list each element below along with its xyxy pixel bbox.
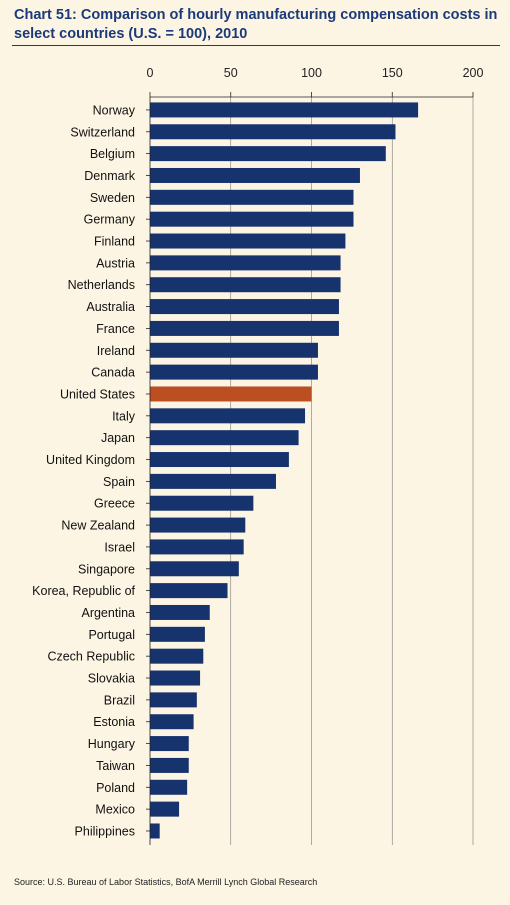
bar-spain bbox=[150, 473, 276, 489]
category-label: United Kingdom bbox=[46, 453, 135, 467]
chart-title: Chart 51: Comparison of hourly manufactu… bbox=[14, 6, 504, 44]
title-divider bbox=[12, 45, 500, 46]
x-tick-label: 50 bbox=[224, 66, 238, 80]
category-label: United States bbox=[60, 387, 135, 401]
category-label: Slovakia bbox=[88, 672, 135, 686]
category-label: New Zealand bbox=[61, 519, 135, 533]
category-label: Ireland bbox=[97, 344, 135, 358]
category-label: Belgium bbox=[90, 147, 135, 161]
bar-taiwan bbox=[150, 757, 189, 773]
category-label: Greece bbox=[94, 497, 135, 511]
bar-slovakia bbox=[150, 670, 201, 686]
bar-argentina bbox=[150, 604, 210, 620]
category-label: France bbox=[96, 322, 135, 336]
bar-netherlands bbox=[150, 277, 341, 293]
bar-greece bbox=[150, 495, 254, 511]
bar-germany bbox=[150, 211, 354, 227]
bar-mexico bbox=[150, 801, 180, 817]
bar-israel bbox=[150, 539, 244, 555]
bar-czech-republic bbox=[150, 648, 204, 664]
bar-united-states bbox=[150, 386, 312, 402]
bar-norway bbox=[150, 102, 419, 118]
category-label: Argentina bbox=[81, 606, 135, 620]
bar-united-kingdom bbox=[150, 452, 289, 468]
bar-italy bbox=[150, 408, 306, 424]
category-label: Portugal bbox=[88, 628, 135, 642]
category-label: Mexico bbox=[95, 803, 135, 817]
bar-chart: 0 50 100 150 200 Norway Switzerland Belgium Denm… bbox=[32, 66, 484, 845]
bar-ireland bbox=[150, 342, 318, 358]
x-tick-label: 150 bbox=[382, 66, 403, 80]
bar-portugal bbox=[150, 626, 205, 642]
chart-title-line-2: select countries (U.S. = 100), 2010 bbox=[14, 26, 248, 42]
category-label: Sweden bbox=[90, 191, 135, 205]
bar-hungary bbox=[150, 736, 189, 752]
source-note: Source: U.S. Bureau of Labor Statistics,… bbox=[14, 877, 318, 887]
bar-philippines bbox=[150, 823, 160, 839]
bar-estonia bbox=[150, 714, 194, 730]
category-label: Denmark bbox=[84, 169, 135, 183]
bar-austria bbox=[150, 255, 341, 271]
category-label: Czech Republic bbox=[47, 650, 135, 664]
category-label: Brazil bbox=[104, 693, 135, 707]
bar-denmark bbox=[150, 167, 360, 183]
category-label: Israel bbox=[104, 540, 135, 554]
category-label: Austria bbox=[96, 256, 135, 270]
bar-new-zealand bbox=[150, 517, 246, 533]
category-label: Germany bbox=[84, 213, 136, 227]
category-label: Korea, Republic of bbox=[32, 584, 135, 598]
chart-title-line-1: Chart 51: Comparison of hourly manufactu… bbox=[14, 7, 498, 23]
category-label: Italy bbox=[112, 409, 136, 423]
category-label: Estonia bbox=[93, 715, 135, 729]
category-label: Hungary bbox=[88, 737, 136, 751]
x-tick-label: 100 bbox=[301, 66, 322, 80]
category-label: Netherlands bbox=[68, 278, 135, 292]
category-label: Taiwan bbox=[96, 759, 135, 773]
x-tick-label: 200 bbox=[463, 66, 484, 80]
category-label: Spain bbox=[103, 475, 135, 489]
bar-korea-republic-of bbox=[150, 583, 228, 599]
category-label: Australia bbox=[86, 300, 135, 314]
bar-switzerland bbox=[150, 124, 396, 140]
x-tick-label: 0 bbox=[147, 66, 154, 80]
bar-singapore bbox=[150, 561, 239, 577]
category-label: Philippines bbox=[75, 824, 135, 838]
category-label: Japan bbox=[101, 431, 135, 445]
category-label: Switzerland bbox=[70, 125, 135, 139]
category-label: Singapore bbox=[78, 562, 135, 576]
bar-belgium bbox=[150, 146, 386, 162]
bar-brazil bbox=[150, 692, 197, 708]
bar-canada bbox=[150, 364, 318, 380]
bar-poland bbox=[150, 779, 188, 795]
bar-france bbox=[150, 320, 339, 336]
category-label: Poland bbox=[96, 781, 135, 795]
bar-sweden bbox=[150, 189, 354, 205]
bar-finland bbox=[150, 233, 346, 249]
bar-australia bbox=[150, 299, 339, 315]
category-label: Norway bbox=[93, 103, 136, 117]
bar-japan bbox=[150, 430, 299, 446]
category-label: Finland bbox=[94, 235, 135, 249]
category-label: Canada bbox=[91, 366, 135, 380]
